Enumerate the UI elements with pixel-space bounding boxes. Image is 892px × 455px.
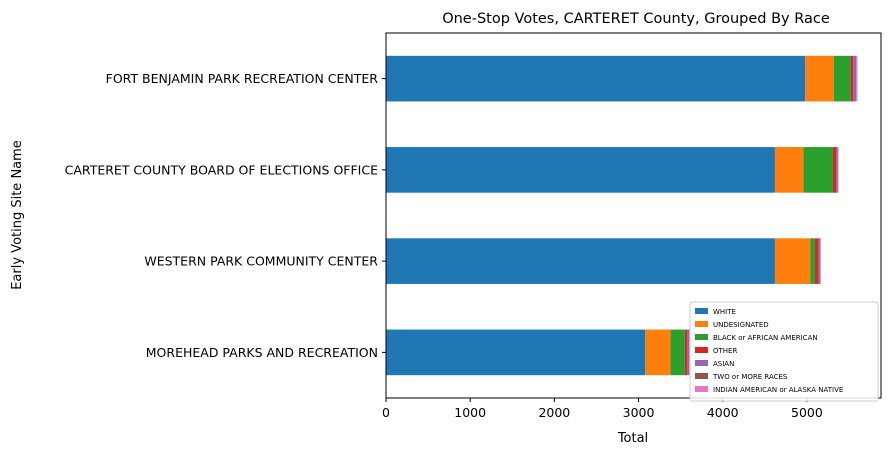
legend-entry: TWO or MORE RACES xyxy=(712,373,788,381)
bar-segment-other xyxy=(833,147,837,193)
bar-segment-white xyxy=(386,329,646,376)
bar-segment-two-or-more-races xyxy=(688,329,690,376)
legend-swatch xyxy=(695,360,708,366)
bar-segment-white xyxy=(386,238,775,284)
bar-segment-white xyxy=(386,147,775,193)
bar-segment-other xyxy=(684,329,687,376)
legend-swatch xyxy=(695,308,708,314)
y-tick-label: WESTERN PARK COMMUNITY CENTER xyxy=(144,254,378,269)
x-tick-label: 5000 xyxy=(791,405,823,420)
bar-segment-indian-american-or-alaska-native xyxy=(689,329,690,376)
y-axis-label: Early Voting Site Name xyxy=(10,140,25,290)
bar-segment-asian xyxy=(686,329,689,376)
chart-title: One-Stop Votes, CARTERET County, Grouped… xyxy=(442,11,830,27)
bar-segment-undesignated xyxy=(774,147,804,193)
plot-frame xyxy=(385,32,882,399)
legend-entry: INDIAN AMERICAN or ALASKA NATIVE xyxy=(713,386,843,394)
y-tick-label: FORT BENJAMIN PARK RECREATION CENTER xyxy=(106,71,379,86)
bar-segment-asian xyxy=(818,238,820,284)
x-axis-label: Total xyxy=(617,431,648,446)
bar-segment-black-or-african-american xyxy=(810,238,815,284)
bar-segment-white xyxy=(386,55,806,102)
x-tick-label: 3000 xyxy=(623,405,655,420)
x-tick-label: 4000 xyxy=(707,405,739,420)
bar-segment-indian-american-or-alaska-native xyxy=(820,238,821,284)
legend-swatch xyxy=(695,373,708,379)
legend-swatch xyxy=(695,334,708,340)
legend-entry: UNDESIGNATED xyxy=(713,321,769,329)
bar-segment-undesignated xyxy=(805,55,834,102)
x-tick-label: 0 xyxy=(382,405,390,420)
y-tick-label: CARTERET COUNTY BOARD OF ELECTIONS OFFIC… xyxy=(65,162,378,177)
bar-segment-other xyxy=(850,55,854,102)
bar-segment-indian-american-or-alaska-native xyxy=(856,55,858,102)
bar-segment-black-or-african-american xyxy=(803,147,834,193)
bar-segment-two-or-more-races xyxy=(855,55,857,102)
legend-entry: ASIAN xyxy=(713,360,734,368)
bar-segment-asian xyxy=(836,147,838,193)
bar-segment-undesignated xyxy=(774,238,811,284)
bars-layer xyxy=(386,55,858,376)
bar-segment-two-or-more-races xyxy=(837,147,838,193)
bar-segment-indian-american-or-alaska-native xyxy=(837,147,839,193)
bar-segment-undesignated xyxy=(645,329,671,376)
legend-entry: OTHER xyxy=(713,347,737,355)
bar-segment-two-or-more-races xyxy=(819,238,821,284)
x-tick-label: 2000 xyxy=(538,405,570,420)
x-tick-label: 1000 xyxy=(454,405,486,420)
legend-swatch xyxy=(695,347,708,353)
x-axis-ticks: 0 1000 2000 3000 4000 5000 xyxy=(382,398,823,420)
legend-swatch xyxy=(695,386,708,392)
legend-entry: WHITE xyxy=(713,308,736,316)
bar-segment-black-or-african-american xyxy=(833,55,851,102)
bar-segment-black-or-african-american xyxy=(670,329,685,376)
bar-segment-other xyxy=(814,238,819,284)
legend-swatch xyxy=(695,321,708,327)
bar-segment-asian xyxy=(853,55,856,102)
y-tick-label: MOREHEAD PARKS AND RECREATION xyxy=(146,345,378,360)
y-axis-ticks: MOREHEAD PARKS AND RECREATION WESTERN PAR… xyxy=(65,71,386,360)
legend-entry: BLACK or AFRICAN AMERICAN xyxy=(713,334,818,342)
legend-box xyxy=(689,301,879,402)
legend: WHITE UNDESIGNATED BLACK or AFRICAN AMERIC… xyxy=(689,301,879,402)
